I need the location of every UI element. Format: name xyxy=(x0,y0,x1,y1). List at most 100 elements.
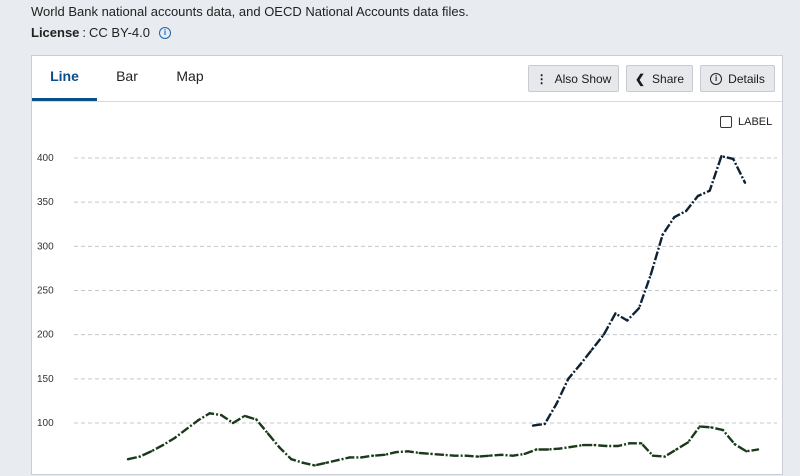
series-line-primary-point xyxy=(720,155,723,158)
series-line-secondary-point xyxy=(430,452,433,456)
series-line-primary-point xyxy=(567,377,570,381)
y-tick-label: 200 xyxy=(37,330,54,341)
series-line-primary-point xyxy=(578,363,582,366)
series-line-secondary-point xyxy=(511,454,515,457)
series-line-secondary-point xyxy=(290,458,293,461)
series-line-primary-point xyxy=(684,209,688,213)
series-line-secondary-point xyxy=(383,453,386,456)
series-line-secondary-point xyxy=(581,443,585,447)
series-line-secondary-point xyxy=(371,454,375,457)
series-line-secondary-point xyxy=(756,448,760,451)
series-line-secondary-point xyxy=(686,441,690,444)
y-tick-label: 100 xyxy=(37,418,54,429)
tab-bar[interactable]: Bar xyxy=(116,68,138,84)
series-line-secondary-point xyxy=(255,418,258,421)
share-label: Share xyxy=(652,71,685,86)
series-line-primary-point xyxy=(696,194,700,198)
share-button[interactable]: ❮ Share xyxy=(626,65,693,92)
series-line-primary-point xyxy=(673,215,676,219)
details-label: Details xyxy=(728,71,765,86)
y-tick-label: 400 xyxy=(37,153,54,164)
series-line-secondary-point xyxy=(488,454,491,457)
series-line-secondary-point xyxy=(138,455,141,458)
series-line-secondary-point xyxy=(196,419,200,422)
y-tick-label: 150 xyxy=(37,374,54,385)
series-line-secondary-point xyxy=(173,436,176,440)
info-icon[interactable]: i xyxy=(158,26,171,39)
series-line-primary-point xyxy=(708,189,711,192)
series-line-secondary-point xyxy=(675,448,678,451)
series-line-secondary-point xyxy=(721,428,725,432)
label-toggle-text: LABEL xyxy=(738,116,773,128)
series-line-secondary-point xyxy=(453,454,456,457)
series-line-secondary-point xyxy=(546,448,550,451)
series-line-secondary-point xyxy=(628,442,631,445)
series-line-secondary-point xyxy=(745,450,748,453)
chart-tabs: Line Bar Map ⋮ Also Show ❮ Share i Detai… xyxy=(32,56,782,102)
series-line-secondary-point xyxy=(523,452,526,456)
series-line-secondary-point xyxy=(301,461,305,464)
series-line-secondary-point xyxy=(465,454,468,457)
label-toggle[interactable]: LABEL xyxy=(720,116,772,128)
series-line-secondary-point xyxy=(231,421,235,425)
series-line-primary-point xyxy=(743,181,747,184)
series-line-secondary-point xyxy=(360,456,363,459)
series-line-secondary-point xyxy=(313,464,316,467)
series-line-secondary-point xyxy=(558,447,561,450)
license-label: License xyxy=(31,25,80,40)
series-line-primary-point xyxy=(637,306,641,310)
series-line-primary-point xyxy=(531,424,535,427)
series-line-secondary-point xyxy=(406,450,410,453)
series-line-secondary-point xyxy=(640,442,643,445)
source-text: World Bank national accounts data, and O… xyxy=(31,4,469,19)
tab-line[interactable]: Line xyxy=(32,56,97,101)
series-line-secondary-point xyxy=(395,450,398,454)
also-show-label: Also Show xyxy=(554,71,612,86)
series-line-primary-point xyxy=(626,319,629,322)
series-line-primary-point xyxy=(649,273,652,276)
series-line-secondary-point xyxy=(336,458,340,462)
series-line-secondary-point xyxy=(220,413,223,417)
series-line-primary-point xyxy=(614,312,617,315)
series-line-secondary-point xyxy=(616,444,620,448)
series-line-secondary-point xyxy=(698,425,701,428)
series-line-secondary-point xyxy=(126,458,130,461)
series-line-secondary-point xyxy=(161,443,165,447)
series-line-secondary-point xyxy=(208,412,211,415)
details-button[interactable]: i Details xyxy=(700,65,775,92)
series-line-secondary-point xyxy=(733,443,736,446)
series-line-secondary-point xyxy=(278,446,281,449)
series-line-primary-point xyxy=(543,422,546,426)
tab-map[interactable]: Map xyxy=(176,68,204,84)
y-tick-label: 350 xyxy=(37,197,54,208)
license-separator: : xyxy=(82,25,87,40)
series-line-secondary-point xyxy=(325,461,328,464)
y-tick-label: 250 xyxy=(37,286,54,297)
also-show-button[interactable]: ⋮ Also Show xyxy=(528,65,619,92)
series-line-secondary-point xyxy=(243,414,246,418)
series-line-secondary-point xyxy=(150,450,153,453)
line-chart: 100 150 200 250 300 350 400 xyxy=(37,153,777,467)
series-line-secondary-point xyxy=(593,443,596,447)
series-line-secondary-point xyxy=(185,427,188,431)
chart-card: Line Bar Map ⋮ Also Show ❮ Share i Detai… xyxy=(31,55,783,475)
series-line-secondary-point xyxy=(418,451,421,455)
license-line: License : CC BY-4.0 i xyxy=(31,25,171,40)
series-line-primary-point xyxy=(661,233,664,237)
series-line-secondary-point xyxy=(266,432,270,435)
share-icon: ❮ xyxy=(634,71,646,86)
series-line-secondary-point xyxy=(663,455,666,458)
series-line-secondary-point xyxy=(500,453,503,456)
series-line-secondary-point xyxy=(570,445,573,449)
series-line-secondary-point xyxy=(441,453,445,456)
y-tick-label: 300 xyxy=(37,241,54,252)
series-line-secondary-point xyxy=(476,455,480,458)
series-line-secondary-point xyxy=(651,454,655,457)
license-value: CC BY-4.0 xyxy=(89,25,150,40)
series-line-secondary-point xyxy=(605,444,608,448)
series-line-secondary-point xyxy=(535,448,538,451)
label-checkbox[interactable] xyxy=(720,116,732,128)
info-circle-icon: i xyxy=(710,72,723,85)
series-line-primary-point xyxy=(555,402,558,405)
series-line-secondary-point xyxy=(710,426,713,429)
